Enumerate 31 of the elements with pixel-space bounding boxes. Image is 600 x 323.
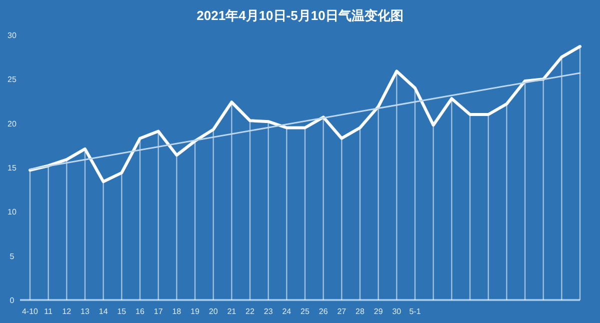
x-tick-label: 25 xyxy=(300,307,310,316)
x-tick-label: 30 xyxy=(392,307,402,316)
y-tick-label: 25 xyxy=(8,75,17,84)
chart-title: 2021年4月10日-5月10日气温变化图 xyxy=(196,8,404,23)
x-tick-label: 16 xyxy=(136,307,145,316)
line-series xyxy=(28,44,582,184)
x-tick-label: 22 xyxy=(246,307,255,316)
x-tick-label: 12 xyxy=(62,307,72,316)
x-tick-label: 28 xyxy=(356,307,365,316)
x-tick-label: 13 xyxy=(80,307,90,316)
x-tick-label: 26 xyxy=(318,307,328,316)
x-tick-label: 18 xyxy=(172,307,182,316)
y-tick-label: 15 xyxy=(8,164,17,172)
x-tick-label: 4-10 xyxy=(22,307,39,316)
x-tick-label: 19 xyxy=(190,307,200,316)
y-tick-label: 20 xyxy=(8,119,17,128)
x-tick-label: 21 xyxy=(227,307,237,316)
x-tick-label: 15 xyxy=(117,307,127,316)
x-tick-label: 29 xyxy=(374,307,384,316)
x-tick-label: 14 xyxy=(98,307,108,316)
y-tick-label: 10 xyxy=(8,208,17,217)
x-tick-label: 27 xyxy=(337,307,347,316)
x-tick-label: 20 xyxy=(208,307,218,316)
x-tick-label: 24 xyxy=(282,307,292,316)
y-tick-label: 30 xyxy=(8,31,17,40)
x-tick-label: 5-1 xyxy=(409,307,422,316)
y-tick-label: 5 xyxy=(10,252,15,261)
x-tick-label: 23 xyxy=(264,307,274,316)
y-tick-label: 0 xyxy=(10,296,15,305)
x-tick-label: 11 xyxy=(44,307,54,316)
x-tick-label: 17 xyxy=(154,307,164,316)
